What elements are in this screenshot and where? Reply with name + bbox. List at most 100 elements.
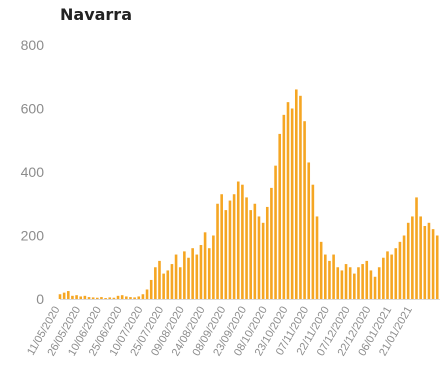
bar: [328, 260, 331, 299]
bar: [435, 235, 439, 299]
y-tick-label: 400: [21, 164, 45, 180]
y-tick-label: 200: [21, 228, 45, 244]
bar: [212, 235, 215, 299]
bar: [423, 225, 427, 299]
bar: [120, 295, 124, 299]
bar: [162, 273, 165, 299]
bar: [207, 248, 211, 299]
bar: [249, 210, 252, 299]
bar: [183, 251, 186, 300]
bar: [62, 292, 66, 299]
bar: [141, 294, 145, 299]
bar: [386, 251, 389, 300]
bar: [286, 102, 290, 300]
bar: [75, 295, 78, 299]
bar: [431, 229, 435, 299]
bar: [336, 267, 340, 299]
bar: [228, 200, 232, 299]
bar: [199, 245, 203, 299]
bars-group: [58, 89, 439, 300]
bar: [377, 267, 381, 299]
bar: [137, 296, 141, 299]
bar: [220, 194, 223, 299]
bar: [129, 297, 132, 299]
x-tick-labels: 11/05/202026/05/202010/06/202025/06/2020…: [25, 305, 415, 359]
bar: [299, 95, 302, 299]
bar: [116, 295, 120, 299]
bar: [373, 276, 377, 299]
bar: [365, 260, 369, 299]
bar: [224, 210, 228, 299]
bar: [361, 264, 364, 299]
bar: [166, 270, 170, 299]
bar: [324, 254, 327, 299]
bar: [394, 248, 398, 299]
bar: [353, 273, 356, 299]
bar: [427, 222, 431, 299]
bar: [87, 297, 91, 299]
bar: [108, 297, 112, 299]
bar: [91, 297, 95, 299]
bar: [294, 89, 298, 299]
bar: [382, 257, 385, 299]
chart-title: Navarra: [60, 5, 132, 24]
bar: [187, 257, 190, 299]
bar: [415, 197, 418, 299]
bar: [307, 162, 311, 299]
bar: [236, 181, 240, 299]
y-tick-label: 600: [21, 101, 45, 117]
bar: [71, 295, 74, 299]
bar: [79, 296, 83, 299]
bar: [311, 184, 315, 299]
bar: [411, 216, 414, 299]
bar: [232, 194, 236, 299]
bar: [96, 297, 99, 299]
bar: [58, 294, 62, 299]
bar: [253, 203, 257, 299]
bar: [245, 197, 248, 299]
bar: [66, 291, 70, 299]
bar: [203, 232, 207, 299]
bar: [348, 267, 352, 299]
bar: [419, 216, 422, 299]
bar: [261, 222, 265, 299]
bar: [265, 206, 269, 299]
bar: [149, 279, 153, 299]
bar: [145, 289, 149, 299]
bar: [154, 267, 157, 299]
bar: [332, 254, 335, 299]
bar: [241, 184, 244, 299]
bar: [195, 254, 199, 299]
bar: [112, 297, 116, 299]
bar: [104, 298, 107, 299]
bar: [344, 264, 348, 299]
bar: [170, 264, 174, 299]
y-tick-label: 0: [36, 291, 44, 307]
bar: [257, 216, 261, 299]
bar: [282, 114, 286, 299]
bar: [278, 133, 282, 299]
y-tick-label: 800: [21, 37, 45, 53]
bar: [357, 267, 360, 299]
bar: [315, 216, 319, 299]
bar: [290, 108, 294, 299]
bar: [406, 222, 410, 299]
bar: [158, 260, 161, 299]
bar: [191, 248, 194, 299]
bar: [216, 203, 219, 299]
bar: [174, 254, 178, 299]
bar: [100, 297, 103, 299]
bar: [340, 270, 344, 299]
bar: [319, 241, 323, 299]
bar: [178, 267, 182, 299]
bar: [398, 241, 402, 299]
bar: [83, 295, 87, 299]
bar: [369, 270, 373, 299]
bar: [303, 121, 306, 299]
bar: [390, 254, 393, 299]
bar: [133, 297, 136, 299]
bar: [274, 165, 277, 299]
bar: [270, 187, 273, 300]
bar: [125, 296, 128, 299]
